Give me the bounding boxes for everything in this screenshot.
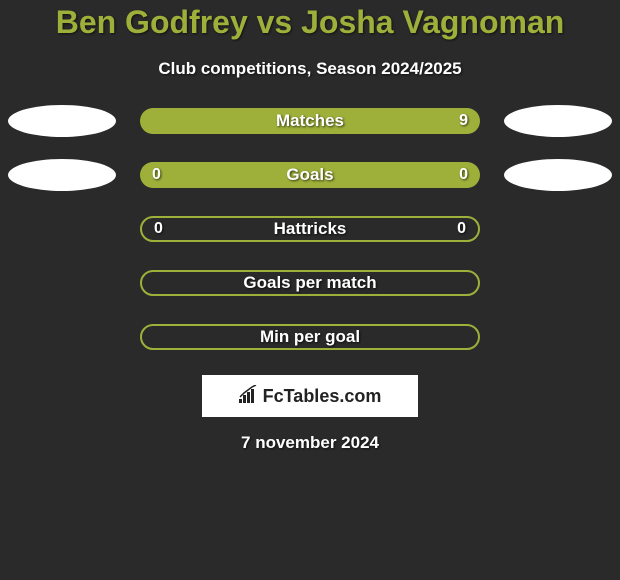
stat-value-right: 0 xyxy=(459,166,468,184)
stat-bar: 0 Hattricks 0 xyxy=(140,216,480,242)
flag-placeholder xyxy=(492,267,600,299)
comparison-card: Ben Godfrey vs Josha Vagnoman Club compe… xyxy=(0,0,620,453)
stat-value-left: 0 xyxy=(154,220,163,238)
stat-label: Matches xyxy=(276,111,344,131)
stat-row: Min per goal xyxy=(0,321,620,353)
stat-label: Goals xyxy=(286,165,333,185)
stat-value-left: 0 xyxy=(152,166,161,184)
flag-placeholder xyxy=(20,321,128,353)
player2-flag xyxy=(504,105,612,137)
stat-label: Hattricks xyxy=(274,219,347,239)
site-logo[interactable]: FcTables.com xyxy=(202,375,418,417)
subtitle: Club competitions, Season 2024/2025 xyxy=(0,59,620,79)
player2-flag xyxy=(504,159,612,191)
stat-label: Goals per match xyxy=(243,273,376,293)
stat-row: 0 Goals 0 xyxy=(0,159,620,191)
stat-row: Matches 9 xyxy=(0,105,620,137)
stat-value-right: 9 xyxy=(459,112,468,130)
player2-name: Josha Vagnoman xyxy=(301,4,564,40)
stat-bar: 0 Goals 0 xyxy=(140,162,480,188)
player1-name: Ben Godfrey xyxy=(56,4,248,40)
player1-flag xyxy=(8,105,116,137)
date-label: 7 november 2024 xyxy=(0,433,620,453)
stat-label: Min per goal xyxy=(260,327,360,347)
vs-label: vs xyxy=(257,4,293,40)
stat-rows: Matches 9 0 Goals 0 0 Hattricks 0 Goals per matc… xyxy=(0,105,620,353)
stat-bar: Goals per match xyxy=(140,270,480,296)
chart-icon xyxy=(239,385,259,408)
page-title: Ben Godfrey vs Josha Vagnoman xyxy=(0,4,620,41)
stat-row: Goals per match xyxy=(0,267,620,299)
stat-value-right: 0 xyxy=(457,220,466,238)
flag-placeholder xyxy=(492,213,600,245)
logo-text: FcTables.com xyxy=(263,386,382,407)
flag-placeholder xyxy=(20,213,128,245)
stat-bar: Min per goal xyxy=(140,324,480,350)
player1-flag xyxy=(8,159,116,191)
flag-placeholder xyxy=(20,267,128,299)
flag-placeholder xyxy=(492,321,600,353)
stat-bar: Matches 9 xyxy=(140,108,480,134)
stat-row: 0 Hattricks 0 xyxy=(0,213,620,245)
